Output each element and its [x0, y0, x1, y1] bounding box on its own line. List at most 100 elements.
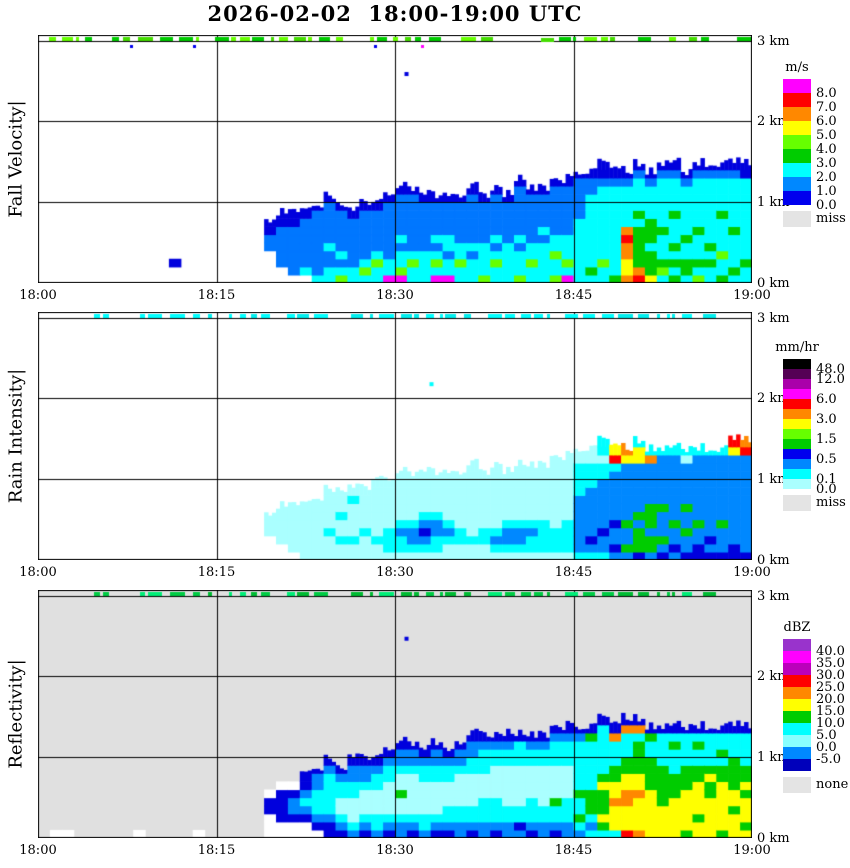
panel-canvas-reflectivity — [38, 590, 752, 838]
colorbar-swatch: 10.0 — [783, 711, 845, 731]
figure-title: 2026-02-02 18:00-19:00 UTC — [207, 1, 583, 26]
colorbar-swatch: 2.0 — [783, 163, 837, 185]
x-tick-label: 18:15 — [197, 288, 236, 303]
colorbar-swatch: 15.0 — [783, 699, 845, 719]
colorbar-mmhr: mm/hr 48.0 12.0 6.0 3.0 1.5 0.5 0.1 0.0 miss — [775, 340, 846, 511]
colorbar-swatch: 0.0 — [783, 191, 837, 213]
x-tick-label: 19:00 — [733, 288, 771, 303]
x-tick-label: 18:15 — [197, 843, 236, 858]
colorbar-swatch: 6.0 — [783, 389, 837, 407]
colorbar-swatch: 0.0 — [783, 735, 837, 755]
colorbar-swatch: 1.5 — [783, 429, 837, 447]
y-tick-label: 1 km — [757, 195, 790, 211]
colorbar-swatch — [783, 759, 811, 771]
x-tick-label: 18:30 — [376, 288, 414, 303]
colorbar-swatch: 40.0 — [783, 639, 845, 659]
colorbar-tick-label: 6.0 — [816, 392, 837, 407]
colorbar-swatch — [783, 399, 811, 409]
y-tick-label: 3 km — [757, 33, 790, 49]
y-tick-label: 3 km — [757, 588, 790, 604]
colorbar-missing-swatch: miss — [783, 495, 846, 511]
ylabel-reflectivity: Reflectivity| — [5, 659, 27, 769]
x-tick-label: 19:00 — [733, 565, 771, 580]
x-tick-label: 18:45 — [554, 843, 593, 858]
colorbar-tick-label: 25.0 — [816, 680, 845, 695]
colorbar-tick-label: 3.0 — [816, 412, 837, 427]
colorbar-swatch: 12.0 — [783, 369, 845, 387]
panel-canvas-rain-intensity — [38, 312, 752, 560]
colorbar-swatch: 4.0 — [783, 135, 837, 157]
x-tick-label: 18:15 — [197, 565, 236, 580]
colorbar-tick-label: 1.0 — [816, 184, 837, 199]
colorbar-tick-label: 4.0 — [816, 142, 837, 157]
colorbar-tick-label: 35.0 — [816, 656, 845, 671]
colorbar-tick-label: 7.0 — [816, 100, 837, 115]
y-tick-label: 1 km — [757, 472, 790, 488]
colorbar-tick-label: 8.0 — [816, 86, 837, 101]
x-tick-label: 18:30 — [376, 565, 414, 580]
x-tick-label: 18:30 — [376, 843, 414, 858]
ylabel-fall-velocity: Fall Velocity| — [5, 100, 27, 218]
colorbar-swatch: 20.0 — [783, 687, 845, 707]
colorbar-swatch: 8.0 — [783, 79, 837, 101]
x-tick-label: 19:00 — [733, 843, 771, 858]
panel-canvas-fall-velocity — [38, 35, 752, 283]
colorbar-swatch: 0.0 — [783, 479, 837, 497]
colorbar-ms: m/s 8.0 7.0 6.0 5.0 4.0 3.0 2.0 1.0 0.0 miss — [783, 60, 846, 227]
colorbar-tick-label: 1.5 — [816, 432, 837, 447]
colorbar-tick-label: 5.0 — [816, 128, 837, 143]
colorbar-missing-label: none — [816, 777, 849, 792]
colorbar-swatch: 30.0 — [783, 663, 845, 683]
y-tick-label: 3 km — [757, 310, 790, 326]
colorbar-tick-label: 2.0 — [816, 170, 837, 185]
colorbar-swatch: 6.0 — [783, 107, 837, 129]
y-tick-label: 2 km — [757, 114, 790, 130]
colorbar-swatch: 3.0 — [783, 409, 837, 427]
colorbar-tick-label: 48.0 — [816, 362, 845, 377]
colorbar-dBZ: dBZ 40.0 35.0 30.0 25.0 20.0 15.0 10.0 5.0 0.0 -5.… — [783, 620, 848, 793]
colorbar-swatch: 5.0 — [783, 121, 837, 143]
colorbar-swatch: 7.0 — [783, 93, 837, 115]
colorbar-missing-swatch: miss — [783, 211, 846, 227]
x-tick-label: 18:00 — [19, 565, 57, 580]
colorbar-units-label: dBZ — [783, 620, 811, 635]
x-tick-label: 18:00 — [19, 843, 57, 858]
colorbar-swatch: 1.0 — [783, 177, 837, 199]
colorbar-swatch: -5.0 — [783, 747, 841, 767]
y-tick-label: 0 km — [757, 553, 790, 568]
ylabel-rain-intensity: Rain Intensity| — [5, 368, 27, 504]
colorbar-tick-label: 40.0 — [816, 644, 845, 659]
colorbar-tick-label: 30.0 — [816, 668, 845, 683]
colorbar-missing-swatch: none — [783, 777, 848, 793]
colorbar-swatch: 48.0 — [783, 359, 845, 377]
colorbar-tick-label: 3.0 — [816, 156, 837, 171]
colorbar-swatch — [783, 439, 811, 449]
colorbar-tick-label: 0.0 — [816, 740, 837, 755]
colorbar-swatch — [783, 379, 811, 389]
colorbar-units-label: m/s — [785, 60, 809, 75]
colorbar-swatch: 0.1 — [783, 469, 837, 487]
colorbar-tick-label: 0.1 — [816, 472, 837, 487]
y-tick-label: 0 km — [757, 276, 790, 291]
colorbar-swatch: 5.0 — [783, 723, 837, 743]
colorbar-tick-label: 10.0 — [816, 716, 845, 731]
x-tick-label: 18:45 — [554, 565, 593, 580]
colorbar-swatch: 35.0 — [783, 651, 845, 671]
colorbar-swatch: 0.5 — [783, 449, 837, 467]
y-tick-label: 2 km — [757, 391, 790, 407]
colorbar-tick-label: 5.0 — [816, 728, 837, 743]
colorbar-tick-label: 0.5 — [816, 452, 837, 467]
y-tick-label: 2 km — [757, 669, 790, 685]
colorbar-tick-label: -5.0 — [816, 752, 842, 767]
y-tick-label: 1 km — [757, 750, 790, 766]
colorbar-tick-label: 12.0 — [816, 372, 845, 387]
colorbar-tick-label: 20.0 — [816, 692, 845, 707]
colorbar-tick-label: 0.0 — [816, 198, 837, 213]
colorbar-tick-label: 6.0 — [816, 114, 837, 129]
y-tick-label: 0 km — [757, 831, 790, 846]
colorbar-tick-label: 15.0 — [816, 704, 845, 719]
colorbar-swatch — [783, 419, 811, 429]
colorbar-swatch — [783, 459, 811, 469]
colorbar-swatch: 25.0 — [783, 675, 845, 695]
